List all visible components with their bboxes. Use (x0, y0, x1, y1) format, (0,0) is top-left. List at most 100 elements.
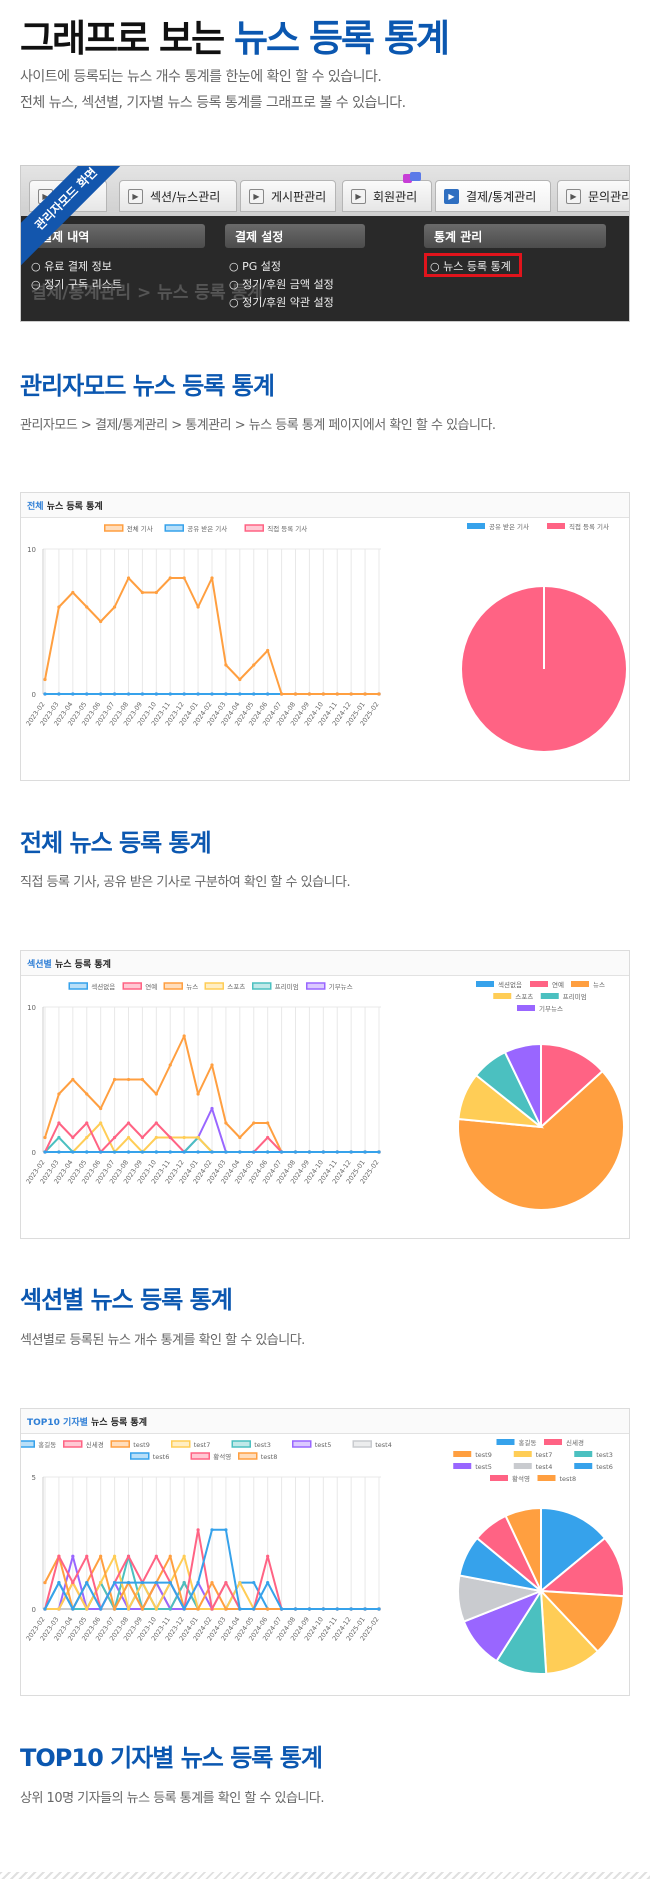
data-point (279, 692, 284, 696)
menu-item[interactable]: ○ 정기 구독 리스트 (31, 278, 122, 291)
data-point (99, 619, 103, 624)
menu-item[interactable]: ○ 유료 결제 정보 (31, 260, 112, 273)
data-point (252, 1581, 256, 1585)
data-point (307, 1607, 312, 1611)
tab-label: 회원관리 (373, 190, 418, 204)
data-point (43, 1581, 47, 1585)
tab-section-news[interactable]: ▶ 섹션/뉴스관리 (119, 180, 237, 212)
legend-swatch (68, 982, 88, 990)
admin-screenshot: ▶ ▶ 섹션/뉴스관리 ▶ 게시판관리 ▶ 회원관리 ▶ 결제/통계관리 ▶ 문의관리 결… (20, 165, 630, 322)
legend-swatch (252, 982, 272, 990)
data-point (85, 605, 89, 609)
data-point (224, 663, 228, 667)
data-point (266, 1554, 270, 1558)
data-point (210, 1581, 214, 1585)
data-point (196, 605, 200, 609)
legend-swatch (164, 524, 184, 532)
data-point (266, 692, 270, 696)
chart-section-svg: 섹션없음 연예 뉴스 스포츠 프리미엄 기부뉴스0102023-022023-032023… (24, 980, 625, 1211)
pie-legend-label: test4 (536, 1463, 553, 1471)
data-point (168, 1150, 172, 1154)
data-point (293, 1607, 298, 1611)
data-point (126, 1150, 131, 1154)
data-point (293, 1150, 298, 1154)
data-point (57, 605, 61, 609)
pie-legend-label: test9 (475, 1451, 492, 1459)
hero-description: 사이트에 등록되는 뉴스 개수 통계를 한눈에 확인 할 수 있습니다. 전체 … (20, 64, 406, 116)
data-point (224, 1607, 228, 1611)
data-point (140, 692, 145, 696)
menu-item[interactable]: ○ PG 설정 (229, 260, 282, 273)
legend-label: 직접 등록 기사 (267, 524, 307, 533)
pie-legend-swatch (540, 993, 559, 999)
data-point (238, 677, 242, 682)
menu-column-header: 결제 설정 (225, 224, 365, 248)
tab-members[interactable]: ▶ 회원관리 (342, 180, 432, 212)
legend-label: test8 (261, 1453, 278, 1461)
data-point (196, 1581, 200, 1585)
bottom-divider (0, 1872, 650, 1879)
pie-legend-label: 신세경 (566, 1438, 584, 1447)
pie-legend-swatch (493, 993, 512, 999)
data-point (238, 1150, 242, 1154)
tab-payment-stats[interactable]: ▶ 결제/통계관리 (435, 180, 551, 212)
data-point (57, 1135, 61, 1140)
data-point (196, 1135, 200, 1140)
data-point (57, 1092, 61, 1096)
legend-label: 홍길동 (38, 1440, 56, 1449)
data-point (168, 1607, 172, 1611)
legend-swatch (231, 1440, 251, 1448)
chart-card-title-accent: 섹션별 (27, 960, 52, 970)
menu-item-news-stats[interactable]: ○ 뉴스 등록 통계 (430, 260, 511, 273)
menu-item[interactable]: ○ 정기/후원 금액 설정 (229, 278, 334, 291)
highlight-box (424, 253, 522, 277)
data-point (279, 1150, 284, 1154)
data-point (349, 692, 353, 696)
section1-title: 관리자모드 뉴스 등록 통계 (20, 372, 275, 400)
menu-item-label: PG 설정 (242, 260, 282, 273)
legend-swatch (21, 1440, 35, 1448)
chart-card-title: 뉴스 등록 통계 (91, 1418, 147, 1428)
pie-legend-swatch (496, 1439, 515, 1445)
data-point (43, 692, 47, 696)
menu-item-label: 정기/후원 약관 설정 (242, 296, 334, 309)
data-point (99, 1607, 103, 1611)
data-point (321, 692, 325, 696)
chart-total-svg: 전체 기사 공유 받은 기사 직접 등록 기사0102023-022023-0320… (24, 522, 628, 753)
data-point (252, 1607, 256, 1611)
legend-swatch (122, 982, 142, 990)
section3-title: 섹션별 뉴스 등록 통계 (20, 1286, 233, 1314)
legend-swatch (163, 982, 183, 990)
legend-swatch (244, 524, 264, 532)
data-point (196, 1150, 200, 1154)
data-point (154, 1092, 158, 1096)
data-point (266, 1121, 270, 1125)
data-point (182, 1581, 186, 1585)
chart-card-reporter: TOP10 기자별 뉴스 등록 통계 홍길동 신세경 test9 test7 test3… (20, 1408, 630, 1696)
legend-label: 뉴스 (186, 983, 198, 991)
data-point (224, 1150, 228, 1154)
menu-item[interactable]: ○ 정기/후원 약관 설정 (229, 296, 334, 309)
data-point (321, 1607, 325, 1611)
data-point (112, 1150, 117, 1154)
pie-legend-swatch (513, 1463, 532, 1469)
pie-legend-swatch (574, 1463, 593, 1469)
chart-card-section: 섹션별 뉴스 등록 통계 섹션없음 연예 뉴스 스포츠 프리미엄 기부뉴스 0 10 2023-… (20, 950, 630, 1239)
play-icon: ▶ (249, 189, 264, 204)
data-point (126, 1077, 131, 1082)
data-point (71, 1554, 75, 1558)
data-point (71, 1077, 75, 1082)
data-point (224, 1581, 228, 1585)
data-point (252, 663, 256, 667)
hero-desc-line2: 전체 뉴스, 섹션별, 기자별 뉴스 등록 통계를 그래프로 볼 수 있습니다. (20, 95, 406, 111)
data-point (182, 1607, 186, 1611)
tab-inquiry[interactable]: ▶ 문의관리 (557, 180, 629, 212)
data-point (210, 1528, 214, 1532)
tab-board[interactable]: ▶ 게시판관리 (240, 180, 336, 212)
data-point (377, 692, 381, 696)
pie-legend-label: 프리미엄 (563, 992, 587, 1001)
y-tick-label: 0 (32, 691, 36, 699)
data-point (182, 692, 186, 696)
y-tick-label: 5 (32, 1474, 36, 1482)
data-point (307, 1150, 312, 1154)
